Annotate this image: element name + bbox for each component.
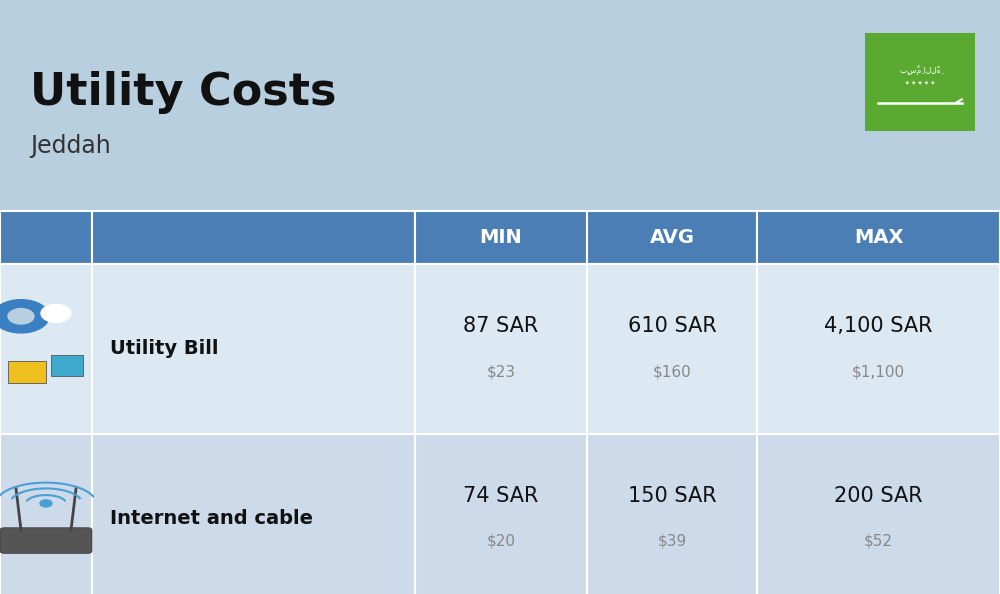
Text: 150 SAR: 150 SAR [628, 486, 716, 505]
Text: $160: $160 [653, 364, 691, 379]
Text: Utility Costs: Utility Costs [30, 71, 336, 114]
Bar [587, 264, 757, 434]
Bar [865, 33, 975, 131]
Text: بِسْمِ اللّٰهِ: بِسْمِ اللّٰهِ [900, 65, 940, 75]
Text: Jeddah: Jeddah [30, 134, 111, 157]
Bar [757, 264, 1000, 434]
Bar [92, 211, 415, 264]
Bar [51, 355, 83, 375]
Bar [92, 434, 415, 594]
Text: $52: $52 [864, 533, 893, 548]
Text: MAX: MAX [854, 228, 903, 247]
FancyBboxPatch shape [0, 527, 92, 553]
Text: 87 SAR: 87 SAR [463, 317, 539, 336]
Text: $1,100: $1,100 [852, 364, 905, 379]
Text: 4,100 SAR: 4,100 SAR [824, 317, 933, 336]
Text: Utility Bill: Utility Bill [110, 340, 218, 358]
Circle shape [41, 304, 71, 322]
Text: $20: $20 [486, 533, 516, 548]
Bar [0, 434, 92, 594]
Text: AVG: AVG [649, 228, 694, 247]
Circle shape [8, 309, 34, 324]
Text: 610 SAR: 610 SAR [628, 317, 716, 336]
Text: MIN: MIN [480, 228, 522, 247]
Bar [8, 361, 46, 384]
Bar [415, 211, 587, 264]
Bar [0, 264, 92, 434]
Text: $23: $23 [486, 364, 516, 379]
Circle shape [0, 299, 49, 333]
Text: $39: $39 [657, 533, 687, 548]
Bar [415, 434, 587, 594]
Bar [415, 264, 587, 434]
Text: ✦ ✦ ✦ ✦ ✦: ✦ ✦ ✦ ✦ ✦ [905, 81, 935, 86]
Text: 200 SAR: 200 SAR [834, 486, 923, 505]
Bar [92, 264, 415, 434]
Circle shape [40, 500, 52, 507]
Text: 74 SAR: 74 SAR [463, 486, 539, 505]
Bar [587, 211, 757, 264]
Bar [587, 434, 757, 594]
Bar [757, 434, 1000, 594]
Text: Internet and cable: Internet and cable [110, 509, 313, 527]
Bar [757, 211, 1000, 264]
Bar [0, 211, 92, 264]
